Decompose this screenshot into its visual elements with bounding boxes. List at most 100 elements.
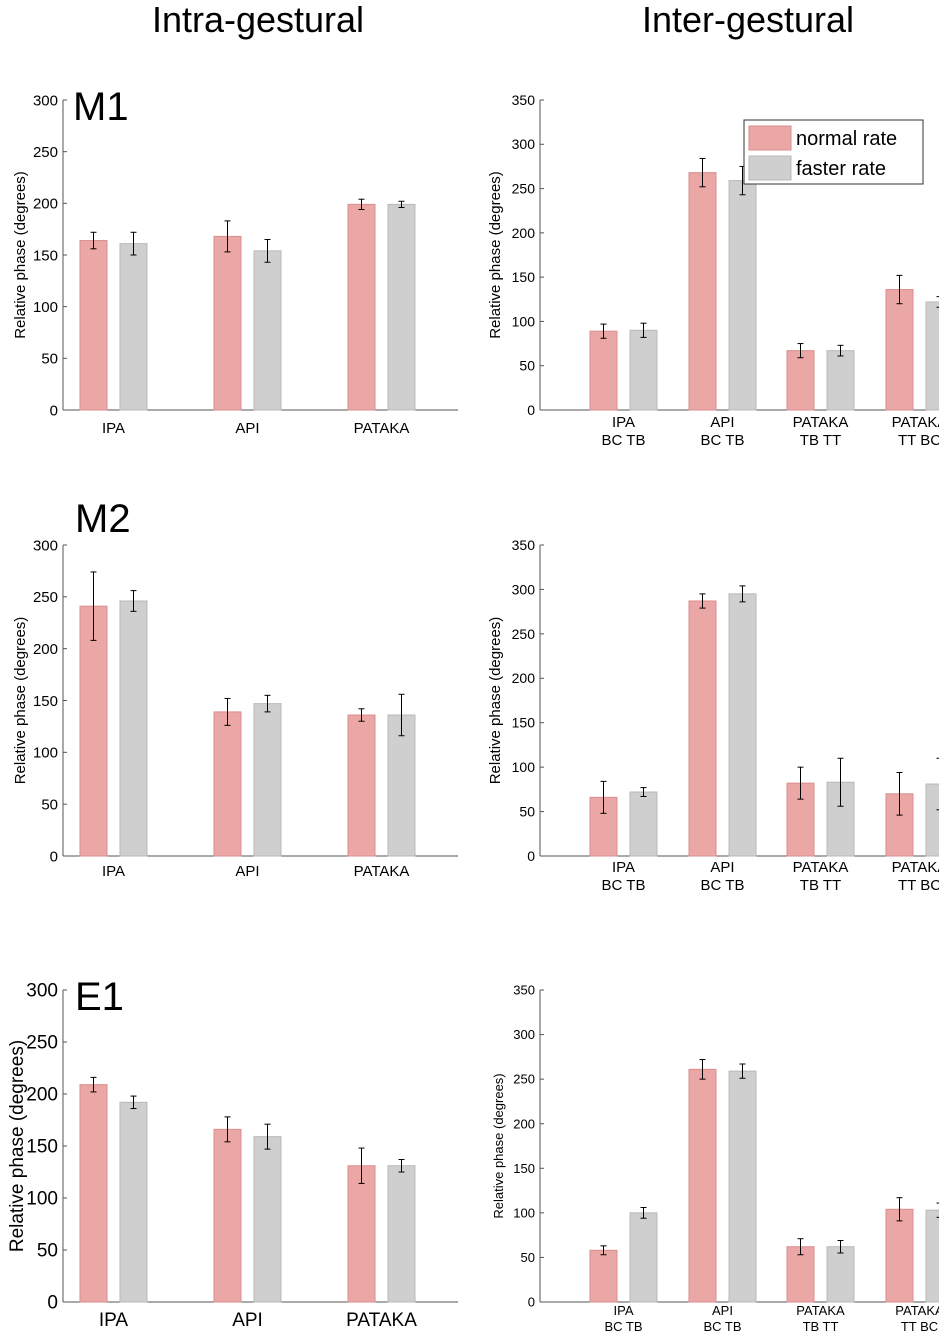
chart-e1-intra: 0 50 100 150 200 250 300 Relative phase (degree…: [7, 975, 458, 1331]
chart-m1-inter: 0 50 100 150 200 250 300 350 Relative phase (deg…: [487, 92, 939, 449]
bar-faster: [925, 301, 939, 411]
y-axis-label: Relative phase (degrees): [12, 171, 29, 339]
x-tick-label: PATAKA: [354, 863, 410, 880]
y-tick-label: 350: [512, 537, 536, 553]
x-tick-label: PATAKA: [892, 859, 939, 876]
bar-faster: [826, 1246, 855, 1303]
y-tick-label: 100: [513, 1205, 535, 1220]
y-tick-label: 300: [512, 581, 536, 597]
bar-faster: [119, 600, 148, 857]
bar-normal: [213, 235, 242, 411]
x-tick-label: API: [235, 863, 259, 880]
x-tick-label: PATAKA: [346, 1310, 417, 1331]
y-tick-label: 0: [527, 402, 535, 418]
y-tick-label: 200: [512, 670, 536, 686]
x-tick-label: API: [710, 414, 734, 431]
y-tick-label: 250: [33, 144, 58, 161]
y-tick-label: 150: [33, 693, 58, 710]
bar-faster: [387, 203, 416, 411]
bar-faster: [728, 180, 757, 411]
bar-normal: [347, 1165, 376, 1303]
panel-label: E1: [75, 975, 124, 1019]
y-tick-label: 200: [33, 641, 58, 658]
y-tick-label: 150: [512, 269, 536, 285]
bar-normal: [79, 605, 108, 857]
panel-label: M1: [73, 85, 129, 129]
y-tick-label: 150: [512, 715, 536, 731]
y-tick-label: 100: [512, 313, 536, 329]
y-tick-label: 50: [41, 796, 58, 813]
y-tick-label: 250: [26, 1033, 58, 1054]
y-axis-label: Relative phase (degrees): [12, 617, 29, 785]
y-tick-label: 200: [512, 225, 536, 241]
y-tick-label: 250: [512, 626, 536, 642]
panel-label: M2: [75, 497, 131, 541]
bar-faster: [387, 714, 416, 857]
x-tick-label: TB TT: [800, 432, 841, 449]
column-title-inter: Inter-gestural: [642, 0, 854, 40]
x-tick-label: IPA: [612, 414, 635, 431]
x-tick-label: TB TT: [800, 877, 841, 894]
y-tick-label: 300: [33, 537, 58, 554]
chart-m2-inter: 0 50 100 150 200 250 300 350 Relative phase (deg…: [487, 537, 939, 894]
x-tick-label: PATAKA: [892, 414, 939, 431]
y-tick-label: 0: [528, 1295, 535, 1310]
chart-e1-inter: 0 50 100 150 200 250 300 350 Relative phase (deg…: [491, 983, 939, 1334]
bar-normal: [786, 350, 815, 411]
bar-normal: [688, 1068, 717, 1303]
y-tick-label: 50: [41, 351, 58, 368]
y-tick-label: 50: [519, 803, 535, 819]
y-tick-label: 250: [512, 180, 536, 196]
bar-normal: [79, 240, 108, 411]
x-tick-label: IPA: [102, 420, 125, 437]
y-tick-label: 200: [26, 1085, 58, 1106]
x-tick-label: BC TB: [701, 877, 745, 894]
bar-normal: [347, 714, 376, 857]
y-tick-label: 300: [512, 136, 536, 152]
bar-normal: [79, 1084, 108, 1303]
bar-faster: [629, 1212, 658, 1303]
y-tick-label: 50: [521, 1250, 535, 1265]
x-tick-label: API: [710, 859, 734, 876]
y-tick-label: 0: [47, 1293, 58, 1314]
bar-faster: [253, 250, 282, 411]
y-tick-label: 250: [33, 589, 58, 606]
bar-faster: [925, 783, 939, 857]
bar-faster: [728, 593, 757, 857]
x-tick-label: API: [235, 420, 259, 437]
bar-faster: [387, 1165, 416, 1303]
bar-normal: [347, 203, 376, 411]
bar-faster: [253, 703, 282, 857]
bar-faster: [253, 1136, 282, 1303]
y-tick-label: 100: [33, 299, 58, 316]
bar-normal: [213, 711, 242, 857]
bar-normal: [589, 1249, 618, 1303]
bar-normal: [213, 1128, 242, 1303]
chart-m1-intra: 0 50 100 150 200 250 300 Relative phase (degree…: [12, 85, 458, 437]
x-tick-label: BC TB: [602, 877, 646, 894]
y-tick-label: 0: [50, 402, 58, 419]
y-axis-label: Relative phase (degrees): [487, 171, 504, 339]
y-tick-label: 100: [512, 759, 536, 775]
x-tick-label: TT BC: [898, 877, 939, 894]
column-title-intra: Intra-gestural: [152, 0, 364, 40]
x-tick-label: BC TB: [604, 1319, 642, 1334]
x-tick-label: PATAKA: [793, 859, 849, 876]
x-tick-label: PATAKA: [895, 1303, 939, 1318]
y-tick-label: 300: [33, 92, 58, 109]
bar-normal: [885, 1208, 914, 1303]
x-tick-label: TT BC: [898, 432, 939, 449]
bar-faster: [629, 791, 658, 857]
y-axis-label: Relative phase (degrees): [491, 1073, 506, 1218]
bar-faster: [629, 329, 658, 411]
x-tick-label: TT BC: [901, 1319, 938, 1334]
bar-normal: [589, 330, 618, 411]
legend: normal rate faster rate: [743, 119, 924, 185]
y-tick-label: 150: [513, 1161, 535, 1176]
y-tick-label: 150: [33, 247, 58, 264]
x-tick-label: API: [232, 1310, 263, 1331]
y-tick-label: 200: [33, 196, 58, 213]
y-tick-label: 350: [513, 983, 535, 998]
bar-faster: [119, 1101, 148, 1303]
chart-panels: 0 50 100 150 200 250 300 Relative phase (degree…: [7, 85, 939, 1334]
